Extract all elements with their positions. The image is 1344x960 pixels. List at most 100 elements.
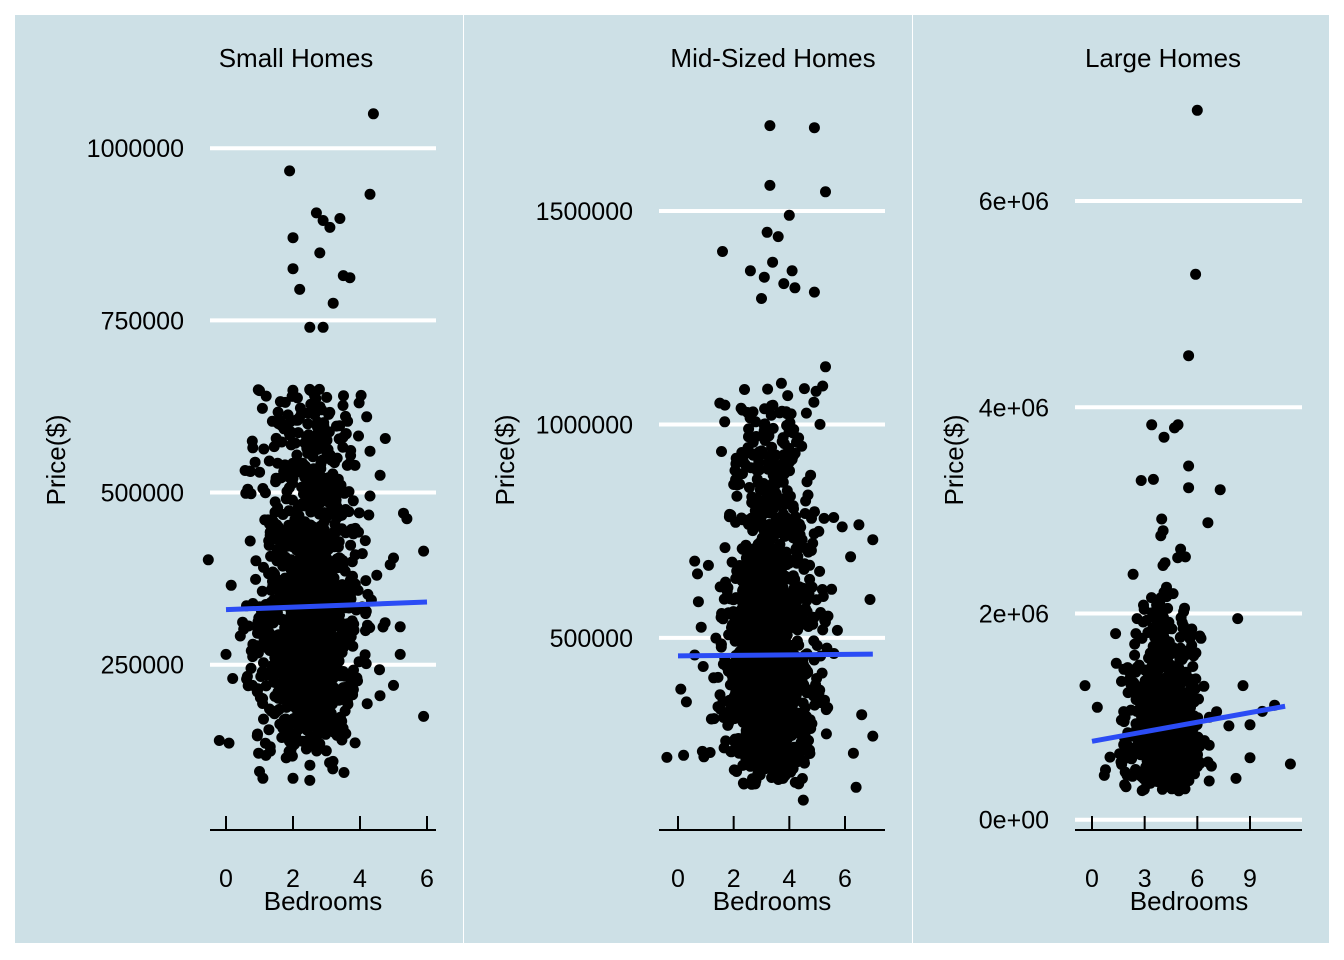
data-point	[359, 535, 371, 547]
data-point	[321, 573, 333, 585]
data-point	[697, 661, 709, 672]
data-point	[346, 556, 358, 568]
data-point	[850, 781, 862, 793]
data-point	[1203, 775, 1215, 787]
data-point	[714, 397, 726, 409]
data-point	[282, 628, 294, 640]
data-point	[814, 565, 826, 577]
data-point	[1161, 581, 1172, 593]
data-point	[367, 108, 379, 120]
data-point	[1157, 525, 1169, 537]
data-point	[336, 509, 348, 521]
data-point	[1129, 649, 1141, 661]
data-point	[1190, 673, 1202, 685]
data-point	[1169, 702, 1181, 714]
data-point	[256, 585, 268, 597]
data-point	[311, 499, 323, 511]
data-point	[259, 616, 271, 627]
data-point	[725, 509, 737, 521]
data-point	[308, 630, 320, 641]
data-point	[317, 321, 329, 333]
data-point	[1162, 602, 1174, 614]
data-point	[867, 534, 879, 546]
data-point	[787, 450, 799, 462]
data-point	[304, 321, 316, 333]
x-tick-label: 0	[219, 865, 233, 893]
data-point	[305, 506, 317, 518]
data-point	[751, 473, 763, 485]
data-point	[283, 735, 295, 747]
data-point	[757, 545, 769, 557]
data-point	[719, 416, 731, 428]
data-point	[761, 575, 773, 587]
data-point	[730, 458, 742, 470]
data-point	[345, 688, 357, 700]
data-point	[245, 662, 257, 674]
data-point	[808, 286, 820, 298]
data-point	[736, 569, 748, 581]
data-point	[237, 616, 249, 628]
data-point	[269, 690, 281, 702]
data-point	[1183, 350, 1195, 362]
data-point	[258, 713, 269, 725]
data-point	[319, 614, 331, 625]
data-point	[737, 514, 749, 526]
data-point	[864, 594, 876, 605]
data-point	[789, 282, 801, 294]
data-point	[1132, 736, 1144, 748]
data-point	[820, 186, 831, 198]
data-point	[758, 271, 770, 283]
data-point	[1156, 703, 1168, 714]
panel-title: Small Homes	[219, 43, 374, 73]
data-point	[1232, 613, 1244, 625]
data-point	[374, 664, 385, 676]
data-point	[371, 569, 383, 581]
data-point	[287, 772, 299, 784]
data-point	[1119, 711, 1131, 723]
data-point	[322, 443, 334, 455]
trend-line	[677, 651, 873, 659]
data-point	[314, 703, 325, 715]
data-point	[789, 688, 801, 700]
y-tick-label: 0e+00	[979, 807, 1049, 835]
data-point	[1191, 104, 1203, 116]
data-point	[310, 393, 322, 404]
x-tick-label: 2	[727, 865, 741, 893]
data-point	[708, 672, 720, 684]
data-point	[817, 380, 829, 392]
data-point	[374, 690, 386, 702]
y-tick-label: 1500000	[536, 198, 633, 226]
data-point	[1135, 475, 1147, 486]
data-point	[388, 679, 399, 691]
data-point	[271, 575, 282, 587]
data-point	[258, 667, 270, 679]
data-point	[856, 709, 868, 721]
data-point	[799, 739, 811, 751]
data-point	[334, 420, 346, 432]
data-point	[306, 405, 318, 417]
data-point	[213, 735, 225, 746]
data-point	[1156, 513, 1168, 525]
data-point	[726, 556, 738, 568]
data-point	[740, 752, 752, 764]
data-point	[1098, 769, 1110, 781]
data-point	[766, 491, 778, 503]
scatter-points	[661, 120, 879, 806]
x-tick-label: 6	[1190, 865, 1204, 893]
data-point	[324, 406, 336, 418]
data-point	[277, 471, 289, 483]
data-point	[811, 640, 823, 651]
data-point	[1211, 706, 1223, 718]
data-point	[394, 621, 406, 633]
data-point	[1158, 655, 1170, 667]
data-point	[780, 406, 792, 418]
data-point	[746, 778, 758, 790]
data-point	[769, 727, 781, 738]
panel-background	[464, 15, 912, 943]
data-point	[1148, 664, 1159, 676]
data-point	[291, 392, 303, 404]
data-point	[361, 698, 373, 710]
data-point	[313, 508, 325, 520]
data-point	[377, 621, 389, 633]
y-tick-label: 2e+06	[979, 600, 1049, 628]
